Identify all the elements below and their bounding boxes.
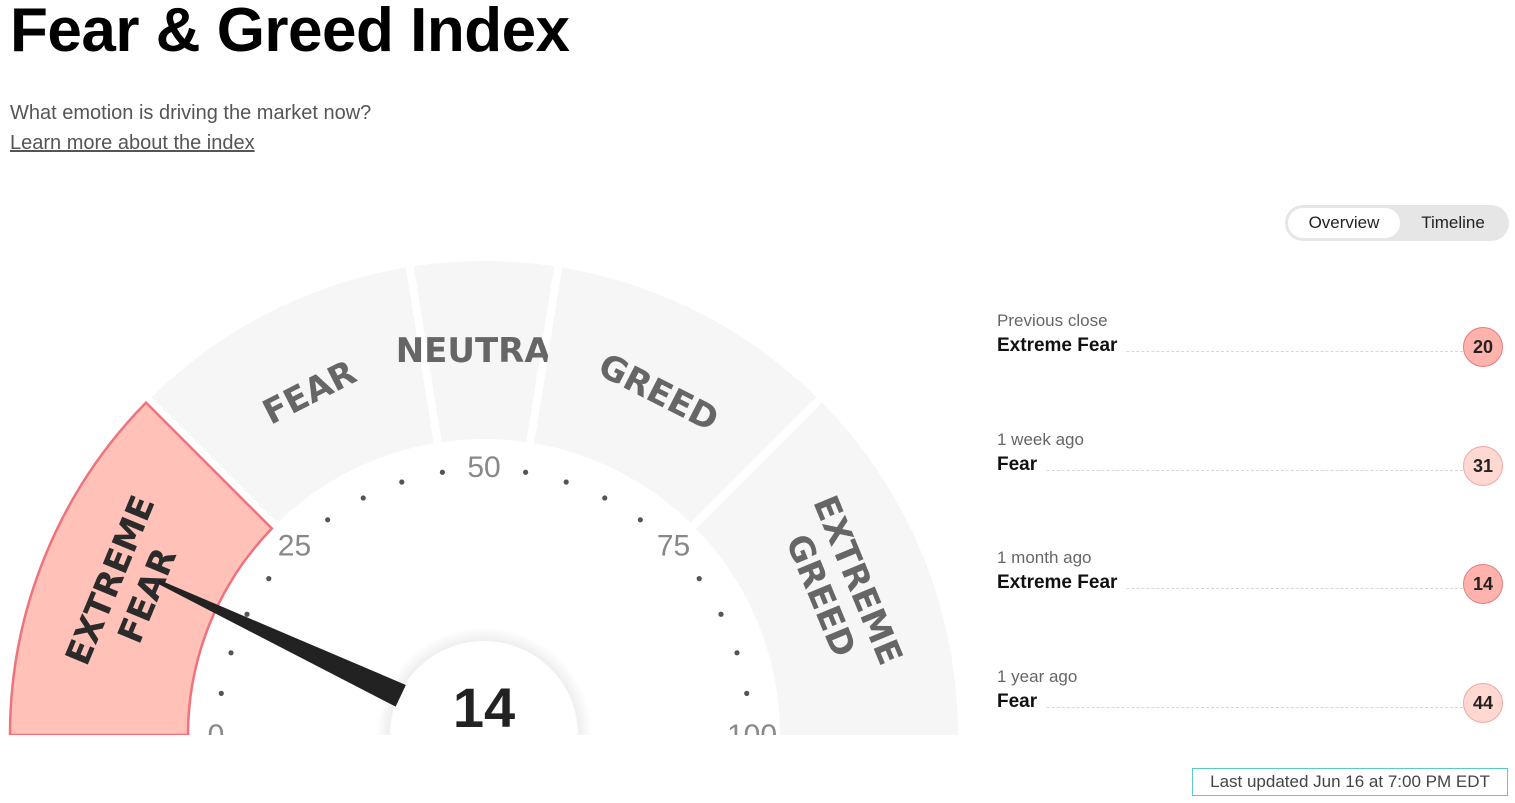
gauge-tick-dot [718, 611, 724, 617]
gauge-tick-label: 25 [278, 529, 311, 562]
page-subtitle: What emotion is driving the market now? [10, 102, 372, 124]
gauge-value: 14 [453, 676, 515, 739]
gauge-tick-label: 50 [467, 451, 500, 484]
gauge-tick-dot [523, 469, 529, 475]
history-label: 1 week ago [997, 430, 1084, 449]
history-status: Fear [997, 454, 1046, 476]
history-item-1-year-ago: 1 year ago Fear 44 [997, 667, 1507, 747]
tab-overview[interactable]: Overview [1288, 208, 1400, 238]
gauge-tick-dot [399, 479, 405, 485]
gauge-segment-fear [151, 267, 434, 523]
gauge-tick-dot [734, 650, 740, 656]
history-value-badge: 31 [1463, 446, 1503, 486]
history-status: Fear [997, 691, 1046, 713]
learn-more-link[interactable]: Learn more about the index [10, 132, 255, 154]
view-toggle: Overview Timeline [1285, 205, 1509, 241]
gauge-tick-dot [325, 517, 331, 523]
gauge-tick-dot [360, 495, 366, 501]
history-dotted-line [997, 470, 1463, 471]
gauge-tick-label: 75 [657, 529, 690, 562]
history-value-badge: 14 [1463, 564, 1503, 604]
gauge-tick-dot [266, 576, 272, 582]
history-label: Previous close [997, 311, 1108, 330]
gauge-segment-extreme-greed [696, 402, 958, 735]
history-dotted-line [997, 351, 1463, 352]
gauge-tick-dot [602, 495, 608, 501]
gauge-tick-dot [439, 469, 445, 475]
gauge-tick-dot [563, 479, 569, 485]
gauge-segment-extreme-fear [8, 400, 274, 737]
gauge-needle [157, 579, 406, 707]
history-status: Extreme Fear [997, 335, 1126, 357]
history-value-badge: 44 [1463, 683, 1503, 723]
gauge-baseline-mask [0, 735, 980, 750]
history-dotted-line [997, 707, 1463, 708]
gauge-tick-dot [228, 650, 234, 656]
gauge-tick-dot [696, 576, 702, 582]
gauge-tick-dot [637, 517, 643, 523]
gauge-tick-dot [744, 690, 750, 696]
history-item-1-month-ago: 1 month ago Extreme Fear 14 [997, 548, 1507, 628]
page-title: Fear & Greed Index [10, 0, 570, 65]
history-dotted-line [997, 588, 1463, 589]
gauge-tick-dot [218, 690, 224, 696]
gauge-segment-neutral [413, 261, 555, 443]
gauge-segment-greed [534, 267, 817, 523]
history-item-previous-close: Previous close Extreme Fear 20 [997, 311, 1507, 391]
gauge-hub [376, 627, 592, 750]
gauge-hub-circle [390, 641, 578, 750]
history-label: 1 year ago [997, 667, 1078, 686]
history-value-badge: 20 [1463, 327, 1503, 367]
gauge-segment-label: NEUTRAL [396, 331, 573, 371]
tab-timeline[interactable]: Timeline [1421, 213, 1485, 232]
history-label: 1 month ago [997, 548, 1092, 567]
gauge-segment-label-line: NEUTRAL [396, 331, 573, 371]
history-status: Extreme Fear [997, 572, 1126, 594]
gauge-tick-dot [244, 611, 250, 617]
history-item-1-week-ago: 1 week ago Fear 31 [997, 430, 1507, 510]
last-updated: Last updated Jun 16 at 7:00 PM EDT [1192, 768, 1508, 796]
